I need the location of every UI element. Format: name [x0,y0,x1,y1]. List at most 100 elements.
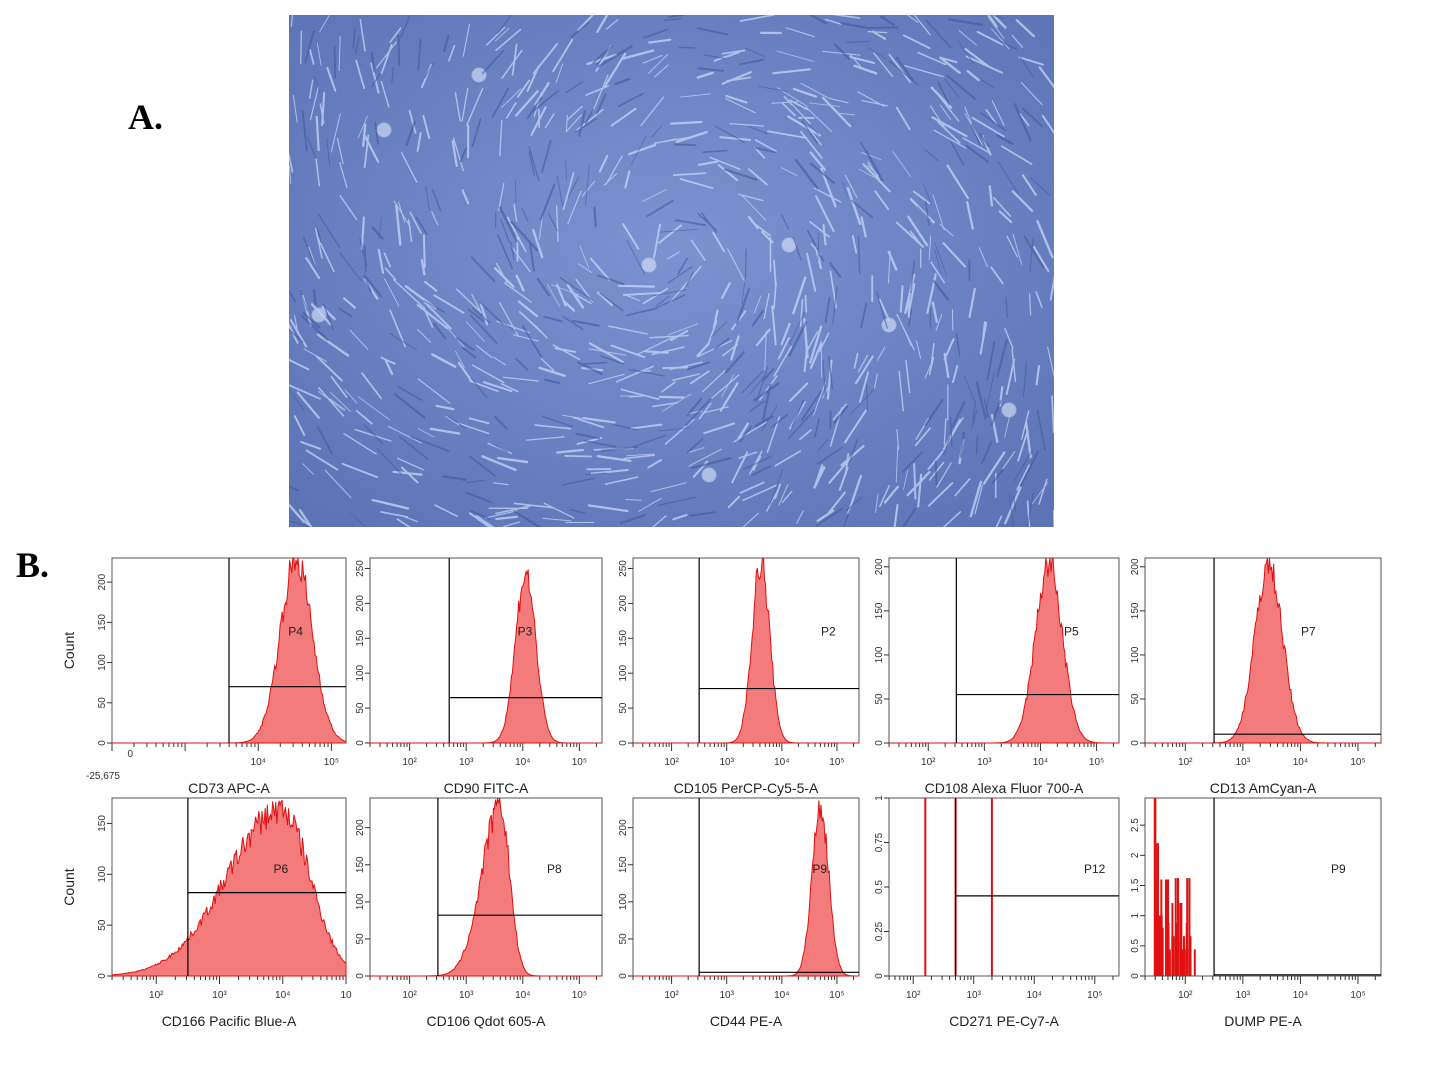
cell [822,360,826,396]
cell [431,188,442,212]
cell [626,240,646,276]
cell [703,54,726,60]
cell [399,436,429,460]
cell [443,34,450,53]
cell [781,214,790,230]
cell [871,30,887,40]
cell [315,355,343,382]
cell [289,388,305,410]
cell [688,448,723,467]
cell [755,366,769,403]
cell [416,304,449,330]
y-axis-label: Count [61,868,77,905]
histogram-curve [633,557,859,744]
panel-label-a: A. [128,97,163,137]
histogram-6: 0 50 100 150 Count 10² 10³ 10⁴ 10 CD166 Pacific B… [61,797,352,1029]
cell [698,402,712,420]
cell [710,321,727,338]
cell [988,185,994,207]
cell [669,282,688,303]
cell [447,327,465,348]
cell [515,274,525,292]
cell [735,288,751,325]
cell [562,172,575,211]
x-axis-title: CD44 PE-A [710,1013,783,1029]
y-tick-label: 100 [618,893,629,910]
cell [972,400,977,426]
cell [481,455,517,472]
y-tick-label: 150 [97,614,108,631]
cell [754,139,777,152]
cell [499,302,519,336]
cell [567,190,582,225]
cell [996,134,1014,145]
cell [493,356,506,366]
cell [787,115,822,137]
cell [832,403,848,421]
cell [696,71,714,79]
x-tick-label: 10³ [459,757,474,768]
cell [818,332,830,353]
cell [895,221,925,248]
cell [905,359,911,394]
cell [541,139,552,173]
cell [585,472,607,476]
cell [569,508,586,515]
y-tick-label: 50 [874,693,885,705]
cell [794,158,819,190]
cell [721,282,731,299]
cell [485,26,506,46]
cell [359,238,368,267]
gate-name: P3 [518,625,533,639]
y-tick-label: 100 [355,664,366,681]
cell [898,370,904,412]
y-tick-label: 50 [1130,693,1141,705]
cell [341,462,379,479]
cell [899,285,904,313]
cell [1019,113,1030,127]
cell [701,406,729,414]
cell [329,398,346,411]
cell [996,339,1008,378]
x-zero-label: 0 [128,749,134,760]
cell [554,347,577,353]
plot-frame [888,557,1120,744]
y-tick-label: 150 [355,856,366,873]
y-tick-label: 200 [355,819,366,836]
cell [452,137,464,172]
cell [466,87,484,126]
plot-frame [369,557,603,744]
cell [605,155,623,185]
cell [648,38,672,44]
cell [380,43,393,74]
cell [989,15,1006,20]
y-tick-label: 0 [874,740,885,746]
cell [748,125,769,135]
cell [983,399,989,418]
cell [783,95,811,125]
cell [986,340,996,381]
cell [848,438,859,463]
cell [858,168,875,178]
gate-name: P2 [821,625,836,639]
cell [939,223,954,237]
cell [906,471,931,497]
cell [672,172,707,176]
cell [725,94,748,104]
cell [610,344,646,359]
cell [896,428,900,450]
cell [1013,103,1032,142]
cell [384,267,397,281]
y-tick-label: 50 [355,702,366,714]
cell [964,375,976,403]
y-tick-label: 0.75 [874,832,885,852]
cell [978,247,988,268]
cell [326,66,337,92]
cell [593,206,597,228]
cell [309,48,315,65]
cell [935,313,943,331]
cell [697,160,719,166]
cell [1041,114,1054,135]
cell [289,153,294,173]
cell [857,235,861,275]
